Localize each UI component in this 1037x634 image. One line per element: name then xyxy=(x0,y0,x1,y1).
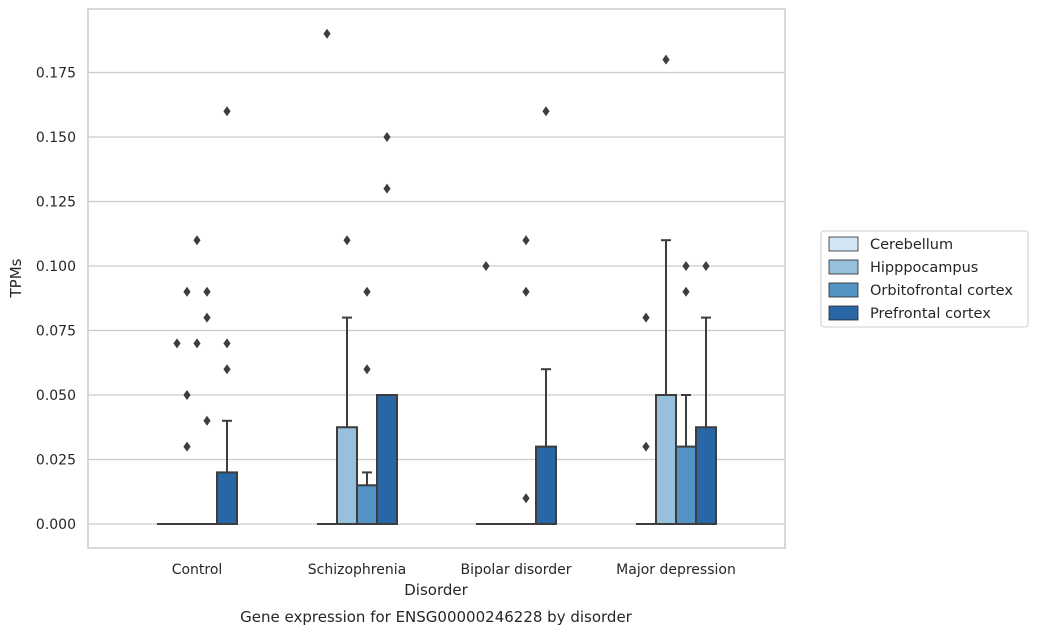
flier-point xyxy=(203,415,211,426)
box-body xyxy=(535,445,557,526)
legend-swatch xyxy=(828,305,859,321)
box-body xyxy=(675,445,697,526)
y-tick-label: 0.150 xyxy=(36,130,76,146)
flier-point xyxy=(542,106,550,117)
flier-point xyxy=(183,441,191,452)
flier-point xyxy=(363,286,371,297)
box-body xyxy=(216,471,238,525)
y-axis-title: TPMs xyxy=(7,258,25,298)
flier-point xyxy=(522,286,530,297)
flier-point xyxy=(522,493,530,504)
box-1-3 xyxy=(655,239,677,525)
box-1-1 xyxy=(336,316,358,525)
plot-area-frame xyxy=(87,8,786,549)
box-body xyxy=(356,484,378,525)
flier-point xyxy=(223,338,231,349)
flier-point xyxy=(482,261,490,271)
flier-point xyxy=(183,286,191,297)
flier-point xyxy=(702,261,710,271)
flier-point xyxy=(383,183,391,194)
box-3-2 xyxy=(535,368,557,526)
flier-point xyxy=(642,312,650,323)
legend-label: Cerebellum xyxy=(870,237,953,253)
box-3-3 xyxy=(695,316,717,525)
flier-point xyxy=(682,261,690,271)
legend: Cerebellum Hipppocampus Orbitofrontal cort… xyxy=(820,230,1029,328)
y-tick-label: 0.175 xyxy=(36,66,76,82)
y-tick-label: 0.125 xyxy=(36,195,76,211)
flier-point xyxy=(383,132,391,142)
y-tick-label: 0.050 xyxy=(36,388,76,404)
flier-point xyxy=(642,441,650,452)
chart-caption: Gene expression for ENSG00000246228 by d… xyxy=(240,608,633,626)
flier-points xyxy=(173,28,710,504)
box-groups xyxy=(157,239,717,526)
legend-frame xyxy=(820,230,1029,328)
y-tick-label: 0.025 xyxy=(36,453,76,469)
x-tick-label: Major depression xyxy=(616,562,736,578)
legend-label: Orbitofrontal cortex xyxy=(870,283,1013,299)
flier-point xyxy=(323,28,331,39)
flier-point xyxy=(363,364,371,375)
flier-point xyxy=(223,106,231,117)
flier-point xyxy=(193,235,201,246)
box-body xyxy=(695,426,717,525)
x-axis-title: Disorder xyxy=(404,581,468,599)
legend-swatch xyxy=(828,236,859,252)
flier-point xyxy=(522,235,530,246)
box-body xyxy=(376,394,398,525)
x-tick-label: Control xyxy=(172,562,223,578)
flier-point xyxy=(203,312,211,323)
box-2-1 xyxy=(356,471,378,525)
flier-point xyxy=(173,338,181,349)
flier-point xyxy=(223,364,231,375)
x-tick-labels: Control Schizophrenia Bipolar disorder Majo… xyxy=(172,562,736,578)
legend-label: Hipppocampus xyxy=(870,260,978,276)
x-tick-label: Schizophrenia xyxy=(308,562,406,578)
legend-label: Prefrontal cortex xyxy=(870,306,991,322)
flier-point xyxy=(343,235,351,246)
box-3-0 xyxy=(216,419,238,525)
flier-point xyxy=(662,54,670,65)
y-tick-labels: 0.000 0.025 0.050 0.075 0.100 0.125 0.150 0.175 xyxy=(36,66,76,534)
flier-point xyxy=(682,286,690,297)
flier-point xyxy=(193,338,201,349)
y-tick-label: 0.100 xyxy=(36,259,76,275)
flier-point xyxy=(203,286,211,297)
box-body xyxy=(655,394,677,525)
legend-swatch xyxy=(828,282,859,298)
flier-point xyxy=(183,390,191,400)
y-tick-label: 0.000 xyxy=(36,517,76,533)
legend-swatch xyxy=(828,259,859,275)
x-tick-label: Bipolar disorder xyxy=(460,562,571,578)
box-body xyxy=(336,426,358,525)
box-3-1 xyxy=(376,394,398,525)
y-tick-label: 0.075 xyxy=(36,324,76,340)
